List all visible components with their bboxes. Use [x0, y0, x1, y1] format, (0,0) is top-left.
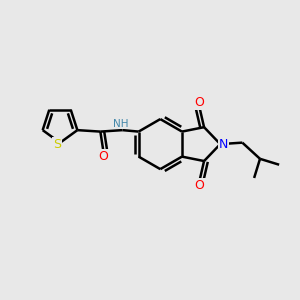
Text: S: S: [53, 138, 61, 151]
Text: O: O: [98, 150, 108, 163]
Text: O: O: [195, 96, 205, 109]
Text: NH: NH: [113, 118, 129, 129]
Text: O: O: [195, 179, 205, 192]
Text: N: N: [218, 138, 228, 151]
